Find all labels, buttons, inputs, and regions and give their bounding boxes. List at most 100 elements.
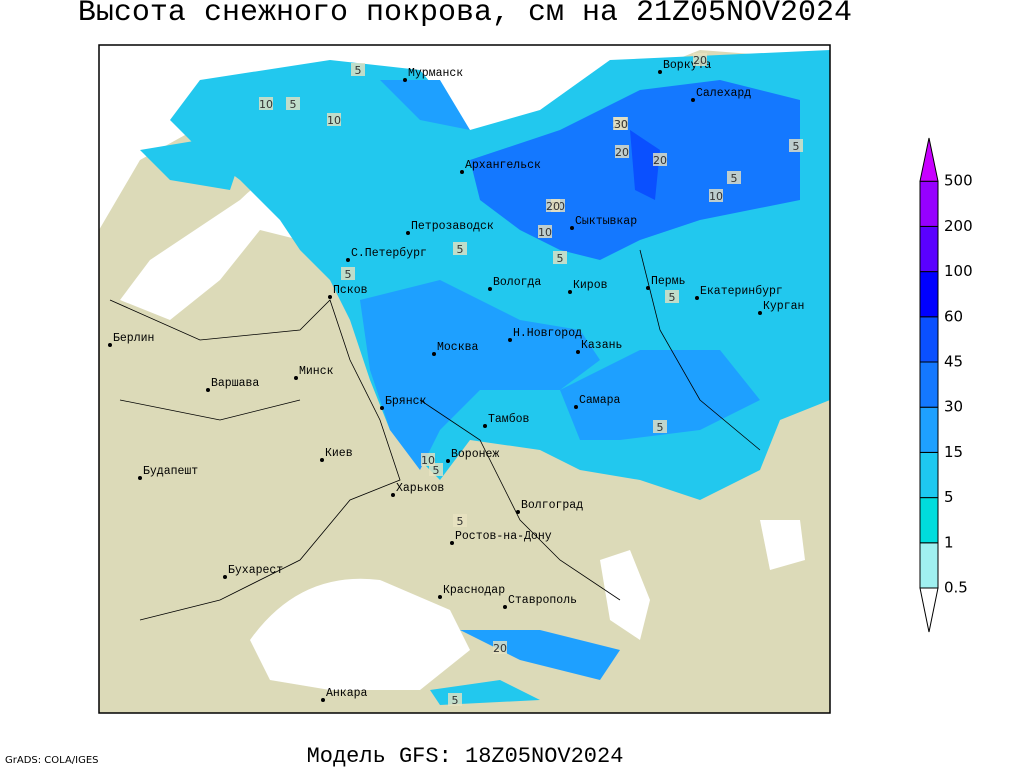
colorbar-end [919, 137, 939, 182]
city-dot [568, 290, 572, 294]
city-dot [391, 493, 395, 497]
city-dot [380, 406, 384, 410]
city-label: Мурманск [408, 67, 463, 80]
contour-label-bg [693, 53, 707, 66]
city-dot [446, 459, 450, 463]
city-dot [206, 388, 210, 392]
city-dot [574, 405, 578, 409]
city-dot [223, 575, 227, 579]
city-label: Курган [763, 300, 804, 313]
city-dot [691, 98, 695, 102]
city-label: Будапешт [143, 465, 198, 478]
contour-label: 5 [457, 243, 464, 256]
contour-label-bg [615, 145, 629, 158]
colorbar-label: 200 [944, 217, 973, 235]
contour-label-bg [653, 153, 667, 166]
contour-label: 5 [345, 268, 352, 281]
city-label: Екатеринбург [700, 285, 783, 298]
city-label: Казань [581, 339, 622, 352]
contour-label: 20 [546, 200, 560, 213]
colorbar-segment [919, 180, 939, 227]
city-label: Брянск [385, 395, 427, 408]
city-label: Бухарест [228, 564, 283, 577]
contour-label: 5 [452, 694, 459, 707]
contour-label-bg [448, 693, 462, 706]
contour-label: 5 [793, 140, 800, 153]
model-label: Модель GFS: 18Z05NOV2024 [307, 744, 624, 768]
city-label: Минск [299, 365, 334, 378]
colorbar-end [919, 587, 939, 633]
contour-label: 5 [457, 515, 464, 528]
credit: GrADS: COLA/IGES [5, 755, 99, 766]
city-label: Ставрополь [508, 594, 577, 607]
contour-label: 10 [421, 454, 435, 467]
city-label: Варшава [211, 377, 259, 390]
colorbar-segment [919, 406, 939, 453]
contour-label-bg [327, 113, 341, 126]
city-label: Самара [579, 394, 621, 407]
city-label: Тамбов [488, 413, 530, 426]
contour-label: 30 [614, 118, 628, 131]
contour-label-bg [789, 139, 803, 152]
colorbar-segment [919, 497, 939, 544]
map [98, 44, 831, 714]
contour-label: 20 [615, 146, 629, 159]
city-dot [658, 70, 662, 74]
colorbar-segment [919, 316, 939, 363]
contour-label-bg [421, 453, 435, 466]
contour-label-bg [453, 514, 467, 527]
contour-label-bg [493, 641, 507, 654]
contour-label: 5 [290, 98, 297, 111]
colorbar-segment [919, 271, 939, 318]
city-dot [406, 231, 410, 235]
contour-label-bg [341, 267, 355, 280]
contour-label: 10 [538, 226, 552, 239]
city-dot [328, 295, 332, 299]
contour-label: 10 [327, 114, 341, 127]
city-label: Берлин [113, 332, 154, 345]
colorbar-segment [919, 451, 939, 499]
colorbar-segment [919, 542, 939, 589]
contour-label: 5 [557, 252, 564, 265]
city-label: Пермь [651, 275, 686, 288]
contour-label: 5 [669, 291, 676, 304]
city-label: Киев [325, 447, 353, 460]
city-dot [508, 338, 512, 342]
city-dot [758, 311, 762, 315]
city-label: С.Петербург [351, 247, 427, 260]
colorbar-label: 30 [944, 398, 963, 416]
city-dot [320, 458, 324, 462]
contour-label-bg [453, 242, 467, 255]
colorbar-label: 5 [944, 488, 954, 506]
city-dot [403, 78, 407, 82]
contour-label-bg [653, 420, 667, 433]
contour-label-bg [709, 189, 723, 202]
colorbar-label: 0.5 [944, 579, 968, 597]
contour-label-bg [553, 251, 567, 264]
colorbar-segment [919, 361, 939, 408]
contour-label: 20 [653, 154, 667, 167]
city-label: Анкара [326, 687, 368, 700]
contour-label: 5 [433, 464, 440, 477]
city-dot [460, 170, 464, 174]
city-dot [488, 287, 492, 291]
city-dot [570, 226, 574, 230]
city-dot [108, 343, 112, 347]
title: Высота снежного покрова, см на 21Z05NOV2… [78, 0, 852, 30]
colorbar-segment [919, 225, 939, 273]
city-label: Сыктывкар [575, 215, 637, 228]
city-label: Салехард [696, 87, 751, 100]
contour-label-bg [286, 97, 300, 110]
city-label: Архангельск [465, 159, 541, 172]
contour-label: 5 [657, 421, 664, 434]
city-label: Киров [573, 279, 608, 292]
colorbar-label: 15 [944, 443, 963, 461]
city-dot [483, 424, 487, 428]
city-dot [646, 286, 650, 290]
city-dot [438, 595, 442, 599]
city-dot [346, 258, 350, 262]
colorbar-label: 100 [944, 262, 973, 280]
city-labels: МурманскВоркутаСалехардАрхангельскСыктыв… [108, 59, 804, 702]
city-dot [321, 698, 325, 702]
